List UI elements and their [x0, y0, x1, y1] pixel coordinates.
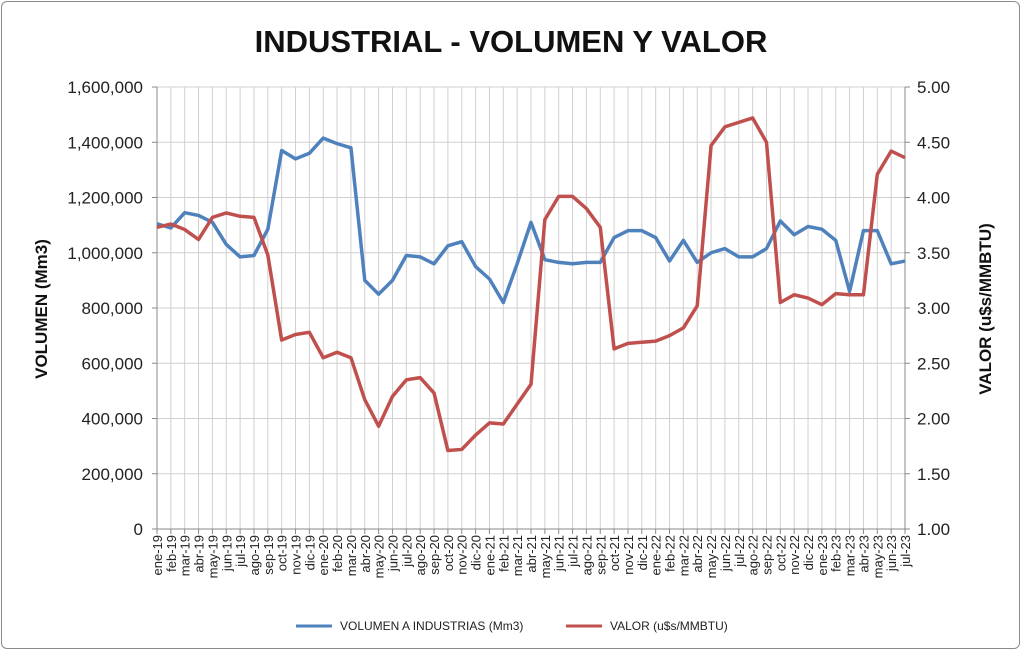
- x-tick-label: abr-20: [358, 535, 373, 573]
- series-line-volumen: [156, 136, 906, 305]
- legend-label-valor: VALOR (u$s/MMBTU): [610, 619, 728, 633]
- y2-tick-label: 4.00: [917, 189, 950, 208]
- x-tick-label: ene-21: [482, 535, 497, 575]
- x-tick-label: jun-21: [552, 535, 567, 572]
- x-tick-label: jul-22: [732, 535, 747, 568]
- x-tick-label: jun-23: [884, 535, 899, 572]
- y2-tick-label: 1.00: [917, 520, 950, 539]
- x-tick-label: jul-21: [566, 535, 581, 568]
- series-line-valor: [156, 116, 906, 453]
- series-lines: [156, 116, 906, 453]
- x-tick-label: abr-19: [192, 535, 207, 573]
- x-tick-label: mar-19: [178, 535, 193, 576]
- y-tick-label: 600,000: [82, 354, 143, 373]
- x-tick-label: abr-21: [524, 535, 539, 573]
- x-tick-label: sep-21: [593, 535, 608, 575]
- y-tick-label: 1,200,000: [67, 189, 143, 208]
- x-tick-label: ago-22: [746, 535, 761, 575]
- y-tick-label: 400,000: [82, 410, 143, 429]
- x-tick-label: sep-22: [759, 535, 774, 575]
- y2-tick-label: 3.50: [917, 244, 950, 263]
- x-tick-label: jul-23: [898, 535, 913, 568]
- x-tick-label: abr-23: [856, 535, 871, 573]
- x-tick-label: jun-20: [385, 535, 400, 572]
- x-tick-label: dic-19: [302, 535, 317, 570]
- legend-label-volumen: VOLUMEN A INDUSTRIAS (Mm3): [340, 619, 523, 633]
- y-tick-label: 1,400,000: [67, 133, 143, 152]
- x-tick-label: nov-19: [289, 535, 304, 575]
- x-tick-label: feb-19: [164, 535, 179, 572]
- x-tick-label: ene-22: [649, 535, 664, 575]
- chart-title: INDUSTRIAL - VOLUMEN Y VALOR: [255, 24, 768, 59]
- y2-axis-label: VALOR (u$s/MMBTU): [976, 223, 995, 395]
- y-tick-label: 1,600,000: [67, 78, 143, 97]
- x-tick-label: dic-21: [635, 535, 650, 570]
- x-tick-label: feb-23: [829, 535, 844, 572]
- y2-tick-label: 5.00: [917, 78, 950, 97]
- x-tick-label: may-21: [538, 535, 553, 578]
- x-tick-label: mar-22: [676, 535, 691, 576]
- y2-tick-label: 2.50: [917, 354, 950, 373]
- x-tick-label: mar-20: [344, 535, 359, 576]
- x-tick-label: oct-21: [607, 535, 622, 571]
- x-tick-label: ene-23: [815, 535, 830, 575]
- x-tick-label: abr-22: [690, 535, 705, 573]
- x-tick-label: mar-23: [843, 535, 858, 576]
- x-tick-label: ago-20: [413, 535, 428, 575]
- y2-tick-label: 3.00: [917, 299, 950, 318]
- x-tick-label: dic-20: [469, 535, 484, 570]
- x-tick-label: nov-20: [455, 535, 470, 575]
- y2-tick-label: 1.50: [917, 465, 950, 484]
- x-tick-label: ago-19: [247, 535, 262, 575]
- x-tick-label: jul-20: [399, 535, 414, 568]
- x-tick-label: jun-22: [718, 535, 733, 572]
- x-tick-label: oct-22: [773, 535, 788, 571]
- x-tick-label: feb-22: [663, 535, 678, 572]
- y-tick-label: 1,000,000: [67, 244, 143, 263]
- y-tick-label: 0: [134, 520, 143, 539]
- x-tick-label: ago-21: [579, 535, 594, 575]
- x-tick-label: jun-19: [219, 535, 234, 572]
- y-axis-label: VOLUMEN (Mm3): [32, 239, 51, 379]
- x-tick-label: sep-19: [261, 535, 276, 575]
- gridlines: [156, 86, 906, 530]
- y-tick-label: 200,000: [82, 465, 143, 484]
- x-tick-label: nov-22: [787, 535, 802, 575]
- legend: VOLUMEN A INDUSTRIAS (Mm3) VALOR (u$s/MM…: [296, 619, 728, 633]
- y2-tick-label: 2.00: [917, 410, 950, 429]
- x-tick-label: mar-21: [510, 535, 525, 576]
- x-tick-label: sep-20: [427, 535, 442, 575]
- x-tick-labels: ene-19feb-19mar-19abr-19may-19jun-19jul-…: [150, 529, 913, 578]
- y-tick-labels: 0 200,000 400,000 600,000 800,000 1,000,000 1,…: [67, 78, 157, 539]
- x-tick-label: ene-19: [150, 535, 165, 575]
- x-tick-label: oct-20: [441, 535, 456, 571]
- y2-tick-label: 4.50: [917, 133, 950, 152]
- x-tick-label: may-19: [205, 535, 220, 578]
- x-tick-label: ene-20: [316, 535, 331, 575]
- x-tick-label: may-20: [372, 535, 387, 578]
- x-tick-label: feb-20: [330, 535, 345, 572]
- x-tick-label: may-22: [704, 535, 719, 578]
- x-tick-label: feb-21: [496, 535, 511, 572]
- x-tick-label: oct-19: [275, 535, 290, 571]
- x-tick-label: nov-21: [621, 535, 636, 575]
- x-tick-label: jul-19: [233, 535, 248, 568]
- y2-tick-labels: 1.00 1.50 2.00 2.50 3.00 3.50 4.00 4.50 5.00: [905, 78, 950, 539]
- x-tick-label: dic-22: [801, 535, 816, 570]
- y-tick-label: 800,000: [82, 299, 143, 318]
- x-tick-label: may-23: [870, 535, 885, 578]
